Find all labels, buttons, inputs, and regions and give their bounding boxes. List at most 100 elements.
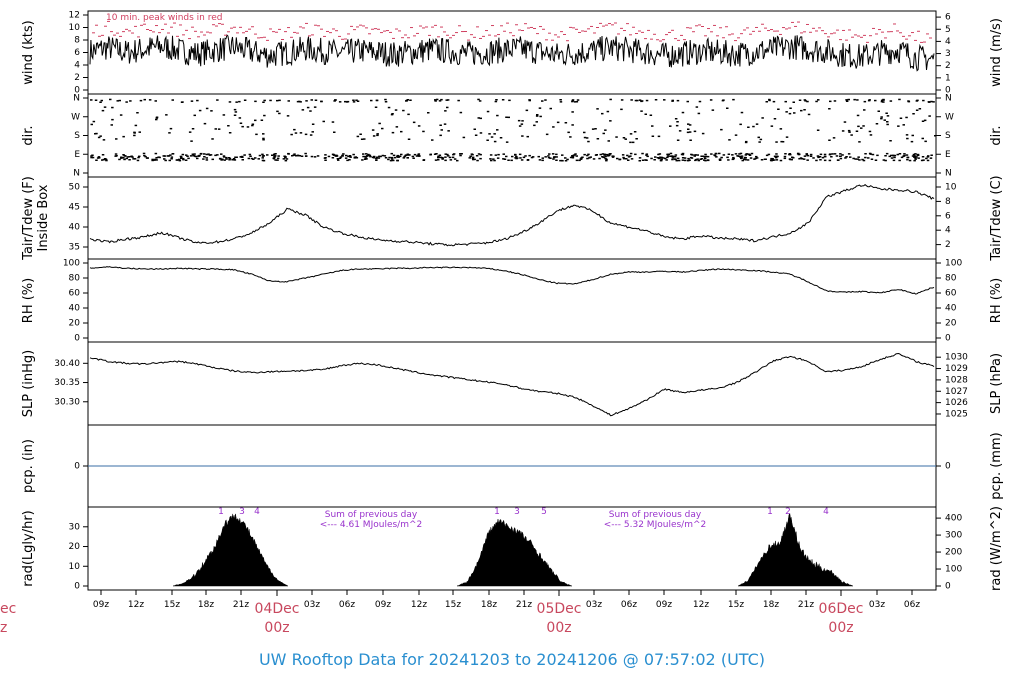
direction-mark	[816, 155, 820, 157]
direction-mark	[233, 108, 237, 111]
direction-mark	[145, 157, 149, 159]
rh-left-tick-label: 100	[63, 259, 80, 269]
direction-mark	[856, 99, 859, 101]
wind-ms-tick-label: 0	[945, 86, 951, 96]
direction-mark	[678, 130, 682, 132]
direction-mark	[521, 120, 524, 122]
direction-mark	[555, 153, 558, 156]
direction-mark	[247, 157, 251, 160]
direction-mark	[681, 159, 685, 161]
direction-mark	[273, 153, 276, 156]
direction-mark	[284, 159, 288, 162]
hour-mark: 1	[767, 507, 773, 517]
direction-mark	[285, 158, 289, 160]
rh-right-tick-label: 100	[945, 259, 962, 269]
direction-mark	[573, 101, 577, 103]
direction-mark	[178, 159, 182, 162]
direction-mark	[571, 155, 574, 157]
wind-kts-tick-label: 12	[69, 11, 80, 21]
direction-mark	[571, 124, 574, 126]
direction-mark	[828, 153, 832, 155]
direction-mark	[868, 99, 871, 101]
direction-mark	[752, 125, 755, 128]
direction-mark	[375, 156, 379, 158]
direction-mark	[785, 136, 789, 138]
direction-mark	[181, 153, 185, 156]
rad-wm2-tick-label: 100	[945, 565, 962, 575]
direction-mark	[438, 154, 442, 156]
direction-mark	[388, 156, 391, 159]
direction-mark	[233, 114, 237, 116]
direction-mark	[228, 157, 232, 160]
direction-mark	[182, 158, 185, 161]
direction-mark	[359, 133, 362, 135]
direction-mark	[905, 134, 909, 136]
direction-mark	[310, 99, 313, 101]
direction-mark	[235, 156, 238, 158]
direction-mark	[636, 99, 639, 102]
direction-mark	[675, 159, 678, 162]
direction-mark	[228, 159, 231, 161]
direction-mark	[390, 152, 393, 155]
direction-mark	[503, 158, 507, 160]
direction-mark	[431, 139, 434, 141]
direction-mark	[689, 139, 692, 141]
direction-mark	[384, 101, 388, 103]
direction-mark	[660, 156, 664, 159]
x-tick-label: 03z	[869, 600, 885, 610]
direction-mark	[635, 138, 638, 140]
direction-mark	[780, 140, 783, 143]
direction-mark	[819, 159, 822, 161]
direction-mark	[205, 157, 208, 159]
direction-mark	[473, 128, 476, 130]
direction-mark	[171, 153, 175, 155]
direction-mark	[823, 153, 827, 156]
direction-mark	[202, 158, 205, 160]
direction-mark	[443, 123, 447, 125]
direction-mark	[646, 155, 649, 158]
direction-mark	[220, 159, 223, 161]
direction-mark	[434, 99, 437, 101]
direction-mark	[109, 98, 112, 101]
direction-mark	[444, 153, 447, 155]
temp-c-tick-label: 2	[945, 240, 951, 250]
wind-kts-tick-label: 0	[74, 86, 80, 96]
direction-mark	[493, 159, 496, 162]
hour-mark: 3	[239, 507, 245, 517]
direction-mark	[97, 156, 101, 158]
direction-mark	[352, 99, 355, 101]
direction-mark	[273, 155, 276, 157]
direction-mark	[211, 138, 214, 140]
direction-mark	[651, 135, 655, 137]
direction-mark	[309, 134, 313, 136]
direction-mark	[681, 152, 685, 155]
direction-mark	[696, 154, 699, 156]
direction-mark	[703, 159, 706, 161]
direction-mark	[128, 159, 131, 161]
direction-mark	[163, 158, 166, 160]
direction-mark	[674, 156, 677, 158]
temperature-line	[89, 183, 935, 247]
direction-mark	[505, 155, 508, 158]
rh-left-tick-label: 60	[69, 289, 81, 299]
direction-mark	[151, 158, 154, 161]
direction-mark	[911, 134, 914, 137]
direction-mark	[884, 159, 887, 162]
direction-mark	[921, 156, 925, 158]
direction-mark	[375, 99, 379, 102]
direction-mark	[191, 128, 195, 130]
direction-mark	[690, 153, 693, 156]
direction-mark	[102, 158, 106, 161]
direction-mark	[673, 158, 677, 160]
direction-mark	[502, 158, 505, 160]
direction-mark	[516, 157, 519, 159]
direction-mark	[252, 158, 255, 160]
temp-c-tick-label: 4	[945, 226, 951, 236]
direction-mark	[615, 136, 618, 138]
direction-mark	[352, 101, 356, 103]
direction-mark	[514, 157, 517, 159]
direction-mark	[378, 155, 381, 158]
hour-mark: 4	[823, 507, 829, 517]
direction-mark	[588, 157, 591, 159]
direction-mark	[520, 123, 524, 125]
